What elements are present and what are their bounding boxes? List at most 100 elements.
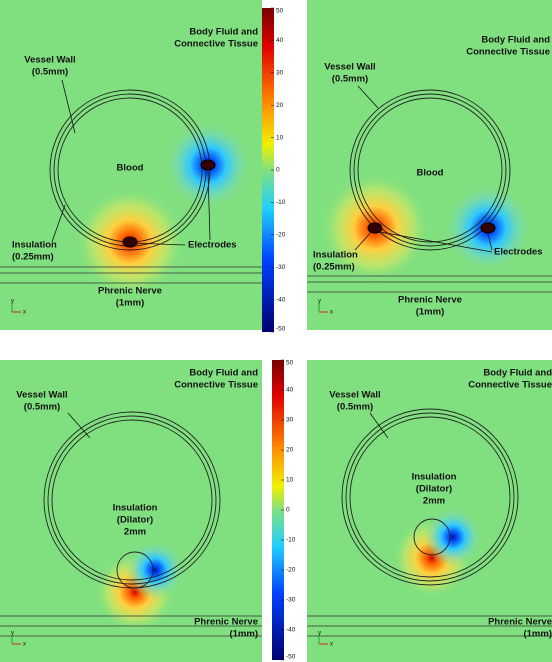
- colorbar: [272, 360, 284, 660]
- vessel-wall-label: Vessel Wall: [329, 390, 380, 401]
- colorbar-tick-label: -40: [276, 296, 286, 303]
- colorbar-tick-label: -10: [286, 537, 296, 544]
- dilator: [116, 551, 154, 589]
- colorbar-tick-label: 20: [276, 102, 284, 109]
- insulation-label: (0.25mm): [12, 252, 54, 263]
- leader: [207, 171, 211, 241]
- nerve-label: Phrenic Nerve: [488, 617, 552, 628]
- electrodes-label: Electrodes: [494, 247, 543, 258]
- nerve-label: Phrenic Nerve: [98, 286, 162, 297]
- colorbar-tick-label: -40: [286, 627, 296, 634]
- insulation-label: 2mm: [124, 527, 146, 538]
- colorbar-tick-label: 30: [276, 70, 284, 77]
- tissue-label: Body Fluid and: [189, 368, 258, 379]
- dilator: [413, 518, 451, 556]
- insulation-label: Insulation: [313, 250, 358, 261]
- vessel-wall-label: (0.5mm): [337, 402, 373, 413]
- colorbar-tick-label: -50: [286, 654, 296, 661]
- colorbar-tick-label: 40: [276, 37, 284, 44]
- nerve-label: Phrenic Nerve: [194, 617, 258, 628]
- leader: [487, 233, 493, 251]
- cold-spot: [423, 507, 483, 567]
- colorbar-tick-label: 30: [286, 417, 294, 424]
- colorbar-tick-label: -30: [286, 597, 296, 604]
- electrode: [200, 159, 216, 171]
- blood-label: Blood: [117, 163, 144, 174]
- tissue-label: Connective Tissue: [466, 47, 550, 58]
- insulation-label: (Dilator): [416, 484, 452, 495]
- nerve-label: (1mm): [229, 629, 258, 640]
- colorbar-tick-label: -50: [276, 326, 286, 333]
- leader: [67, 412, 91, 439]
- nerve-label: (1mm): [416, 307, 445, 318]
- axis-label: x: [23, 642, 26, 648]
- leader: [354, 229, 374, 251]
- colorbar-tick-label: 0: [286, 507, 290, 514]
- vessel-wall-label: (0.5mm): [24, 402, 60, 413]
- insulation-label: Insulation: [113, 503, 158, 514]
- vessel-wall-label: Vessel Wall: [324, 62, 375, 73]
- vessel-wall-label: (0.5mm): [32, 67, 68, 78]
- axis-label: x: [330, 642, 333, 648]
- axis-label: y: [318, 299, 321, 305]
- axis-label: x: [23, 310, 26, 316]
- vessel-ring: [345, 412, 515, 582]
- insulation-label: Insulation: [12, 240, 57, 251]
- axis-label: x: [330, 310, 333, 316]
- colorbar-tick-label: 50: [276, 8, 284, 15]
- insulation-label: (Dilator): [117, 515, 153, 526]
- vessel-wall-label: (0.5mm): [332, 74, 368, 85]
- axis-label: y: [318, 631, 321, 637]
- colorbar-tick-label: -30: [276, 264, 286, 271]
- colorbar: [262, 8, 274, 332]
- blood-label: Blood: [417, 168, 444, 179]
- vessel-ring: [341, 408, 519, 586]
- colorbar-tick-label: 10: [286, 477, 294, 484]
- leader: [51, 204, 66, 243]
- colorbar-tick-label: 0: [276, 167, 280, 174]
- colorbar-tick-label: -20: [276, 232, 286, 239]
- axis-label: y: [11, 631, 14, 637]
- nerve-label: Phrenic Nerve: [398, 295, 462, 306]
- colorbar-tick-label: -10: [276, 199, 286, 206]
- vessel-ring: [51, 419, 213, 581]
- tissue-label: Body Fluid and: [481, 35, 550, 46]
- vessel-wall-label: Vessel Wall: [24, 55, 75, 66]
- leader: [131, 242, 186, 246]
- tissue-label: Body Fluid and: [189, 27, 258, 38]
- tissue-label: Connective Tissue: [174, 380, 258, 391]
- vessel-ring: [353, 93, 507, 247]
- nerve-label: (1mm): [116, 298, 145, 309]
- background: [307, 360, 552, 662]
- electrode: [367, 222, 383, 234]
- tissue-label: Connective Tissue: [468, 380, 552, 391]
- tissue-label: Body Fluid and: [483, 368, 552, 379]
- cold-spot: [125, 540, 185, 600]
- colorbar-tick-label: -20: [286, 567, 296, 574]
- leader: [369, 412, 389, 439]
- leader: [357, 85, 379, 109]
- leader: [379, 231, 493, 253]
- colorbar-tick-label: 50: [286, 360, 294, 367]
- axis-label: y: [11, 299, 14, 305]
- vessel-ring: [349, 416, 511, 578]
- vessel-ring: [349, 89, 511, 251]
- insulation-label: 2mm: [423, 496, 445, 507]
- colorbar-tick-label: 10: [276, 134, 284, 141]
- vessel-ring: [47, 415, 217, 585]
- nerve-label: (1mm): [523, 629, 552, 640]
- vessel-ring: [357, 97, 503, 243]
- leader: [61, 79, 76, 134]
- colorbar-tick-label: 20: [286, 447, 294, 454]
- electrodes-label: Electrodes: [188, 240, 237, 251]
- vessel-wall-label: Vessel Wall: [16, 390, 67, 401]
